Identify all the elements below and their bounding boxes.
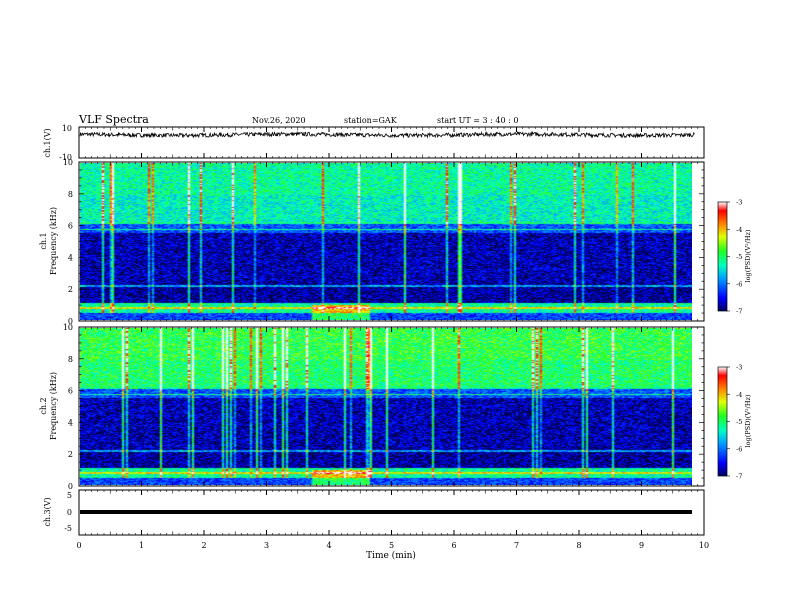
x-tick-label: 0 <box>76 541 81 550</box>
ch2-spec-ylabel-ch: ch.2 <box>39 397 48 414</box>
x-tick-label: 5 <box>389 541 394 550</box>
ch3-ytick-0: 0 <box>67 508 72 517</box>
ch3-waveform-panel: 5 0 -5 ch.3(V) <box>43 489 705 536</box>
colorbar-tick-label: -5 <box>736 418 742 426</box>
colorbar-1-label: log(PSD)(V²/Hz) <box>744 229 752 282</box>
colorbar-2-label: log(PSD)(V²/Hz) <box>744 394 752 447</box>
colorbar-tick-label: -4 <box>736 226 742 234</box>
x-tick-label: 8 <box>576 541 581 550</box>
station-label: station=GAK <box>344 116 398 125</box>
x-tick-label: 10 <box>699 541 709 550</box>
ch3-waveform-ylabel: ch.3(V) <box>43 497 52 526</box>
y-tick-label: 6 <box>68 222 73 231</box>
x-tick-label: 9 <box>639 541 644 550</box>
x-tick-label: 4 <box>326 541 331 550</box>
x-axis-tick-labels: 0 1 2 3 4 5 6 7 8 9 10 <box>76 541 709 550</box>
ch3-ytick-5: 5 <box>67 491 72 500</box>
ch3-ytick-neg5: -5 <box>64 524 72 533</box>
x-tick-label: 3 <box>264 541 269 550</box>
colorbar-tick-label: -3 <box>736 199 742 207</box>
colorbar-2: -3 -4 -5 -6 -7 log(PSD)(V²/Hz) <box>717 364 752 481</box>
ch1-spec-ylabel-freq: Frequency (kHz) <box>49 207 58 275</box>
ch1-waveform-panel: 10 -10 ch.1(V) <box>43 124 705 162</box>
y-tick-label: 0 <box>68 482 73 491</box>
date-label: Nov.26, 2020 <box>252 116 306 125</box>
y-tick-label: 10 <box>63 323 73 332</box>
y-tick-label: 2 <box>68 450 73 459</box>
start-ut-label: start UT = 3 : 40 : 0 <box>437 116 518 125</box>
colorbar-tick-label: -7 <box>736 473 742 481</box>
x-tick-label: 2 <box>201 541 206 550</box>
colorbar-tick-label: -7 <box>736 308 742 316</box>
x-tick-label: 7 <box>514 541 519 550</box>
colorbar-tick-label: -3 <box>736 364 742 372</box>
y-tick-label: 6 <box>68 387 73 396</box>
y-tick-label: 0 <box>68 317 73 326</box>
ch1-spectrogram-image <box>80 163 692 320</box>
x-axis-label: Time (min) <box>366 550 416 561</box>
x-tick-label: 6 <box>451 541 456 550</box>
y-tick-label: 8 <box>68 355 73 364</box>
y-tick-label: 2 <box>68 285 73 294</box>
y-tick-label: 10 <box>63 158 73 167</box>
ch1-spec-ylabel-ch: ch.1 <box>39 232 48 249</box>
colorbar-tick-label: -4 <box>736 391 742 399</box>
y-tick-label: 4 <box>68 253 73 262</box>
ch1-spectrogram-panel: 0 2 4 6 8 10 ch.1 Frequency (kHz) <box>39 158 705 326</box>
ch1-waveform-ylabel: ch.1(V) <box>43 128 52 157</box>
ch2-spectrogram-panel: 0 2 4 6 8 10 ch.2 Frequency (kHz) <box>39 323 705 491</box>
ch2-spec-ylabel-freq: Frequency (kHz) <box>49 372 58 440</box>
ch1-ytick-bottom: -10 <box>59 153 72 162</box>
colorbar-1: -3 -4 -5 -6 -7 log(PSD)(V²/Hz) <box>717 199 752 316</box>
x-tick-label: 1 <box>139 541 144 550</box>
ch1-waveform-line <box>79 130 695 139</box>
colorbar-tick-label: -6 <box>736 445 742 453</box>
y-tick-label: 4 <box>68 418 73 427</box>
ch2-spectrogram-image <box>80 328 692 485</box>
colorbar-tick-label: -6 <box>736 280 742 288</box>
y-tick-label: 8 <box>68 190 73 199</box>
figure-title: VLF Spectra <box>78 113 149 126</box>
ch1-ytick-top: 10 <box>62 124 72 133</box>
colorbar-tick-label: -5 <box>736 253 742 261</box>
